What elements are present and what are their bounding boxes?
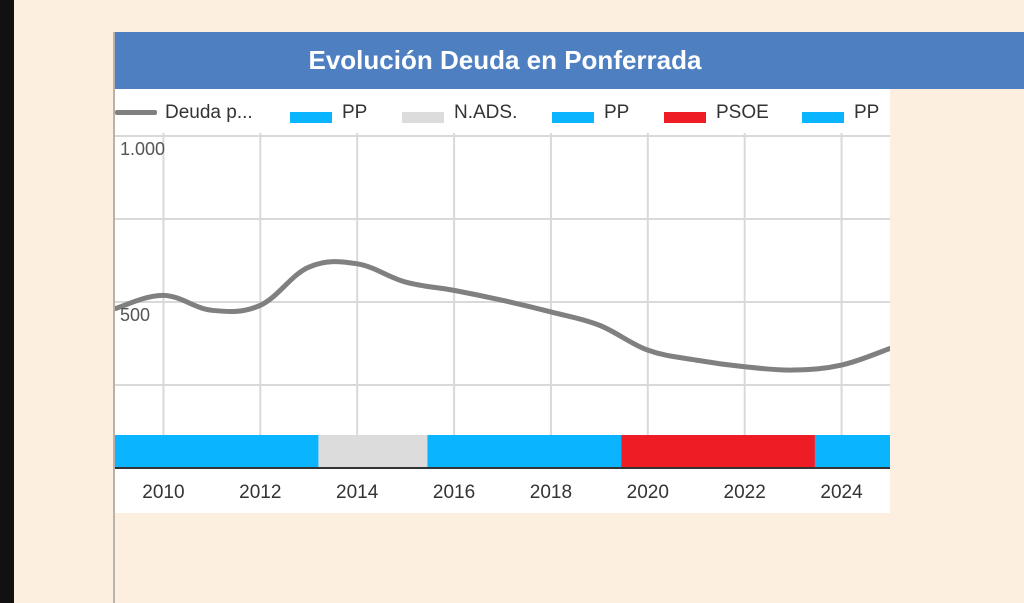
legend-label-pp-3: PP	[854, 102, 880, 123]
legend-swatch-pp-3	[802, 112, 844, 124]
series-line-debt	[115, 259, 890, 373]
x-tick-label-2010: 2010	[142, 482, 184, 503]
legend-label-debt: Deuda p...	[165, 102, 253, 123]
legend-swatch-pp-2	[552, 112, 594, 124]
x-tick-labels: 2010 2012 2014 2016 2018 2020 2022 2024	[142, 482, 863, 503]
x-tick-label-2024: 2024	[820, 482, 863, 503]
x-tick-label-2016: 2016	[433, 482, 475, 503]
legend-item-pp-3[interactable]: PP	[802, 101, 879, 125]
period-band-0-pp	[115, 435, 319, 468]
period-band-1-nads	[318, 435, 428, 468]
legend-item-debt[interactable]: Deuda p...	[115, 101, 253, 125]
government-period-bands	[115, 435, 890, 468]
legend-swatch-psoe	[664, 112, 706, 124]
y-tick-labels: 1.000 500	[120, 139, 165, 325]
legend-item-pp-2[interactable]: PP	[552, 101, 629, 125]
card-border	[113, 32, 115, 603]
chart-title-bar: Evolución Deuda en Ponferrada	[115, 32, 1024, 89]
chart-card: Deuda p... PP N.ADS. PP PSOE PP 1.000 500…	[115, 89, 890, 513]
legend-label-pp-2: PP	[604, 102, 630, 123]
y-tick-label-1000: 1.000	[120, 139, 165, 159]
legend-item-nads[interactable]: N.ADS.	[402, 101, 517, 125]
y-tick-label-500: 500	[120, 305, 150, 325]
legend-swatch-nads	[402, 112, 444, 124]
x-tick-label-2014: 2014	[336, 482, 379, 503]
chart-title: Evolución Deuda en Ponferrada	[308, 45, 702, 75]
x-tick-label-2022: 2022	[724, 482, 766, 503]
left-edge-bar	[0, 0, 14, 603]
x-tick-label-2018: 2018	[530, 482, 572, 503]
x-tick-label-2012: 2012	[239, 482, 281, 503]
legend-label-pp-1: PP	[342, 102, 368, 123]
legend-swatch-debt	[115, 110, 157, 116]
chart-legend: Deuda p... PP N.ADS. PP PSOE PP	[115, 89, 890, 133]
period-band-3-psoe	[621, 435, 815, 468]
legend-label-psoe: PSOE	[716, 102, 769, 123]
period-band-2-pp	[427, 435, 622, 468]
legend-item-psoe[interactable]: PSOE	[664, 101, 769, 125]
legend-label-nads: N.ADS.	[454, 102, 518, 123]
period-band-4-pp	[814, 435, 890, 468]
legend-swatch-pp-1	[290, 112, 332, 124]
series-layer	[115, 259, 890, 373]
legend-item-pp-1[interactable]: PP	[290, 101, 367, 125]
debt-chart: 1.000 500 2010 2012 2014 2016 2018 2020 2022 202…	[115, 133, 890, 503]
x-tick-label-2020: 2020	[627, 482, 669, 503]
